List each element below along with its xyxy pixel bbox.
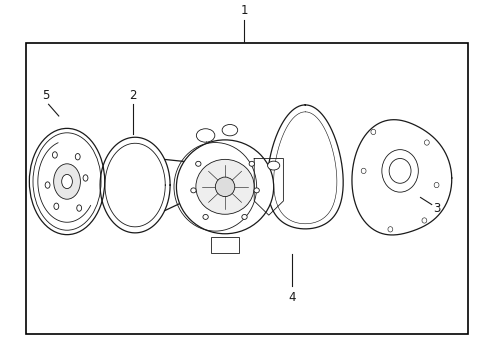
- Text: 3: 3: [432, 202, 440, 215]
- Ellipse shape: [54, 203, 59, 210]
- Ellipse shape: [433, 183, 438, 188]
- Ellipse shape: [45, 182, 50, 188]
- Ellipse shape: [196, 129, 214, 142]
- Ellipse shape: [381, 150, 417, 192]
- Ellipse shape: [253, 188, 259, 193]
- Text: 2: 2: [129, 89, 136, 102]
- Ellipse shape: [52, 152, 57, 158]
- Ellipse shape: [196, 159, 254, 214]
- Ellipse shape: [54, 164, 80, 199]
- Ellipse shape: [387, 227, 392, 232]
- Ellipse shape: [176, 140, 273, 234]
- Ellipse shape: [77, 205, 81, 211]
- Text: 5: 5: [42, 89, 50, 102]
- Ellipse shape: [215, 177, 234, 197]
- FancyBboxPatch shape: [211, 237, 238, 253]
- Ellipse shape: [61, 175, 72, 189]
- Ellipse shape: [29, 129, 104, 235]
- Ellipse shape: [195, 161, 201, 166]
- Ellipse shape: [190, 188, 196, 193]
- Text: 4: 4: [288, 291, 295, 304]
- Ellipse shape: [267, 161, 279, 170]
- Ellipse shape: [421, 218, 426, 223]
- Ellipse shape: [242, 215, 246, 219]
- Ellipse shape: [361, 168, 366, 174]
- Ellipse shape: [388, 158, 410, 183]
- Text: 1: 1: [240, 4, 248, 17]
- Ellipse shape: [83, 175, 88, 181]
- Ellipse shape: [222, 125, 237, 136]
- Ellipse shape: [203, 215, 208, 219]
- Ellipse shape: [370, 129, 375, 135]
- Ellipse shape: [75, 153, 80, 160]
- Ellipse shape: [248, 161, 254, 166]
- Ellipse shape: [424, 140, 428, 145]
- Bar: [26, 43, 467, 334]
